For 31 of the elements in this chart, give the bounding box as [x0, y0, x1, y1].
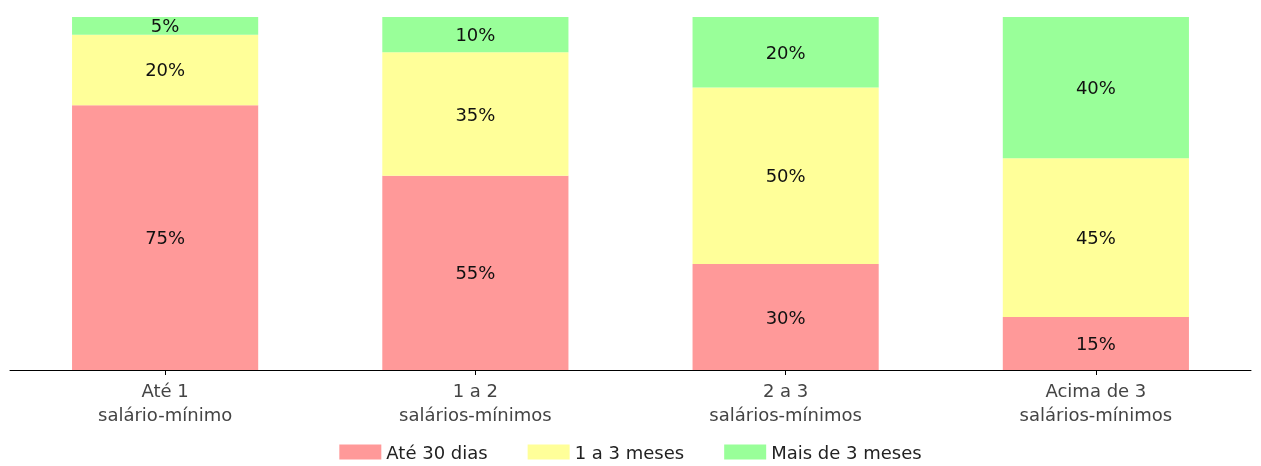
data-label: 35% — [455, 103, 496, 125]
data-label: 55% — [455, 262, 496, 284]
bar — [1002, 158, 1189, 318]
bar — [1002, 17, 1189, 159]
data-label: 10% — [455, 24, 496, 46]
legend-label: 1 a 3 meses — [574, 441, 685, 463]
x-tick-label: 1 a 2 salários-mínimos — [399, 379, 552, 425]
data-label: 20% — [145, 59, 186, 81]
x-tick-label: Acima de 3 salários-mínimos — [1019, 379, 1173, 425]
x-tick-label: Até 1 salário-mínimo — [98, 379, 233, 425]
data-label: 5% — [150, 15, 180, 37]
bar — [692, 264, 879, 370]
bar — [692, 17, 879, 88]
bar — [382, 175, 569, 370]
bar — [72, 105, 259, 370]
bar — [72, 17, 259, 35]
data-label: 15% — [1075, 333, 1116, 355]
bar — [382, 52, 569, 176]
bar — [382, 17, 569, 53]
data-label: 30% — [765, 306, 806, 328]
data-label: 50% — [765, 165, 806, 187]
legend-label: Mais de 3 meses — [771, 441, 922, 463]
data-label: 45% — [1075, 227, 1116, 249]
bar — [692, 87, 879, 265]
legend-label: Até 30 dias — [386, 441, 488, 463]
x-tick-label: 2 a 3 salários-mínimos — [709, 379, 862, 425]
data-label: 75% — [145, 227, 186, 249]
bar — [72, 34, 259, 106]
bar — [1002, 317, 1189, 370]
data-label: 40% — [1075, 77, 1116, 99]
data-label: 20% — [765, 41, 806, 63]
